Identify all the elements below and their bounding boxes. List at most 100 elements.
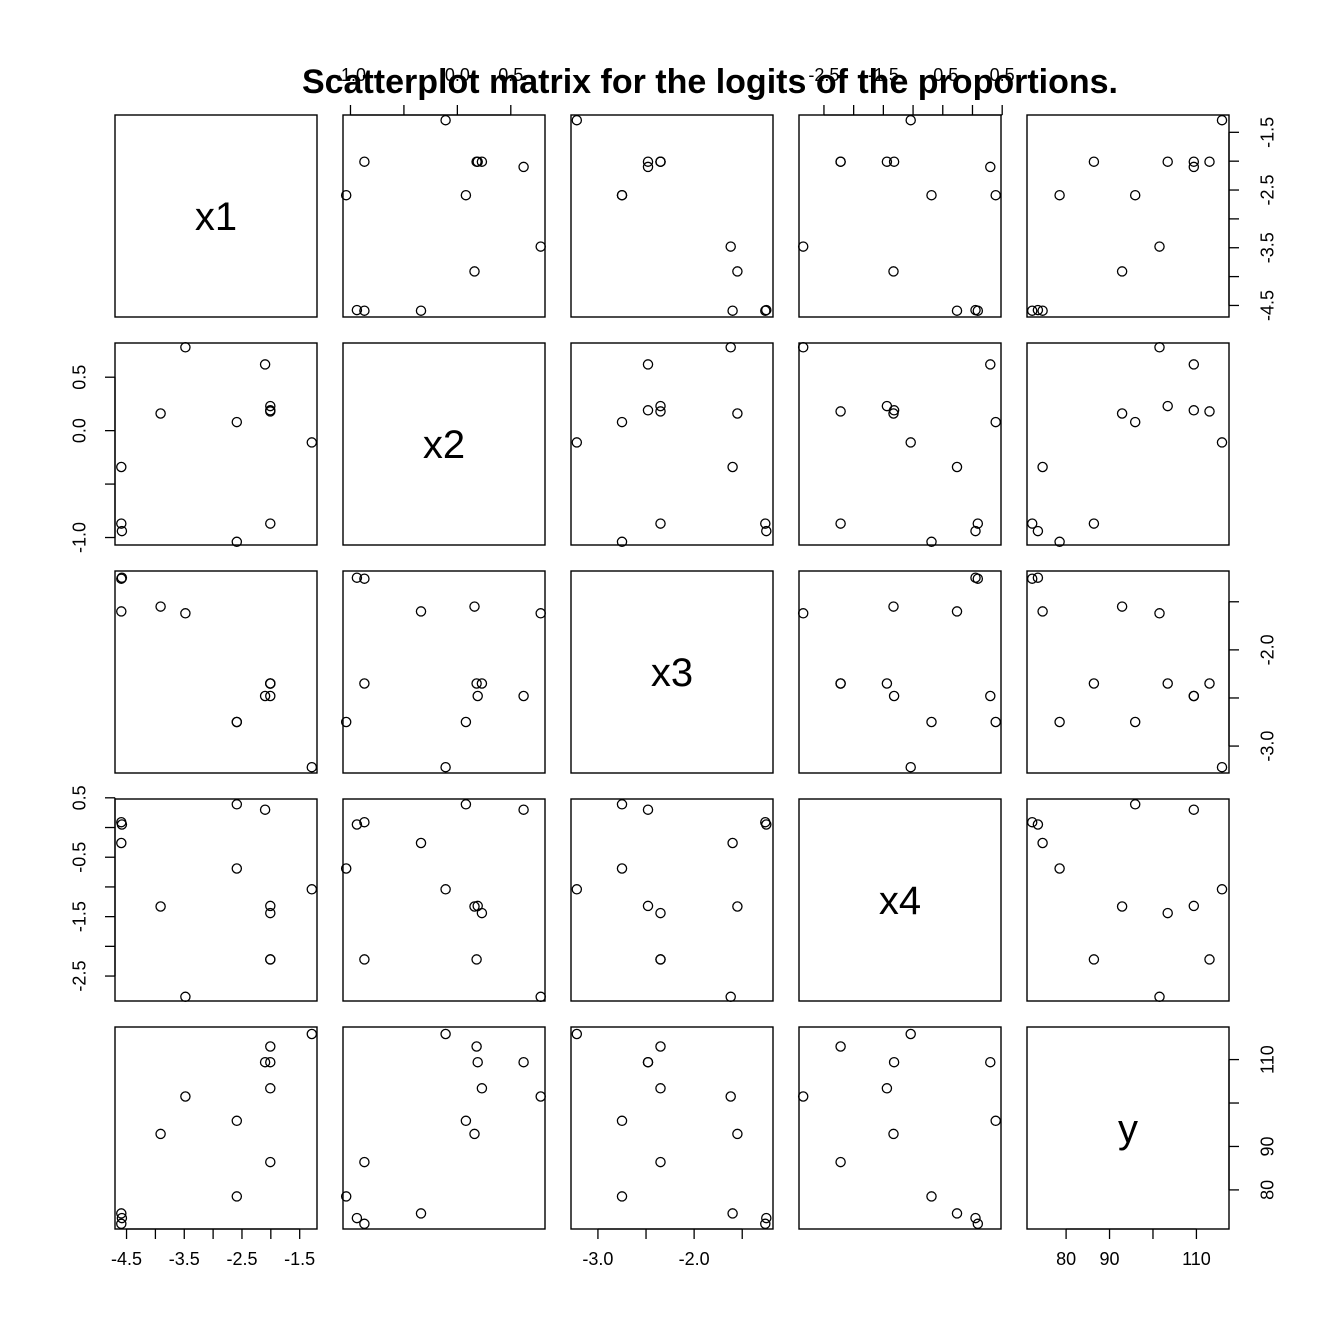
data-point	[616, 189, 628, 201]
data-point	[1188, 359, 1200, 370]
variable-label-x3: x3	[651, 651, 693, 695]
panel-x3-vs-x3: x3	[570, 570, 774, 774]
axis-left-x4: -2.5 -1.5 -0.5 0.5	[70, 785, 116, 992]
panel-frame	[114, 342, 318, 546]
data-point	[155, 1128, 166, 1140]
data-point	[1188, 156, 1200, 167]
data-point	[340, 863, 352, 874]
data-point	[116, 518, 127, 529]
panel-y-vs-x4	[797, 1026, 1002, 1230]
data-point	[888, 601, 899, 612]
data-point	[259, 1056, 271, 1068]
data-point	[535, 991, 546, 1003]
data-point	[340, 189, 352, 201]
data-point	[951, 1208, 963, 1219]
data-point	[1037, 606, 1048, 617]
data-point	[985, 161, 996, 173]
data-point	[797, 241, 809, 252]
data-point	[306, 761, 318, 773]
data-point	[655, 400, 666, 412]
data-point	[1204, 954, 1215, 965]
panel-x4-vs-x2	[340, 798, 546, 1003]
data-point	[727, 305, 738, 316]
data-point	[460, 1115, 472, 1127]
tick-label: -2.0	[679, 1249, 710, 1269]
tick-label: -3.0	[1258, 731, 1278, 762]
data-point	[440, 884, 451, 895]
data-point	[951, 461, 963, 473]
panel-x2-vs-x4	[797, 342, 1002, 548]
tick-label: -0.5	[927, 65, 958, 85]
tick-label: 0.5	[990, 65, 1015, 85]
panel-x1-vs-x1: x1	[114, 114, 318, 318]
data-point	[905, 1028, 916, 1040]
axes-layer: -4.5 -3.5 -2.5 -1.5 -3.0 -2.0 80 90 110 -1.0 0.0 0.…	[70, 65, 1278, 1269]
data-point	[231, 536, 243, 548]
data-point	[760, 1218, 771, 1230]
data-point	[472, 690, 483, 702]
data-point	[265, 900, 276, 912]
data-point	[116, 572, 128, 583]
data-point	[571, 884, 583, 895]
data-point	[616, 863, 628, 874]
data-point	[732, 266, 743, 277]
data-point	[616, 1191, 628, 1202]
data-point	[1188, 804, 1200, 815]
data-point	[1188, 900, 1200, 912]
data-point	[1154, 991, 1165, 1003]
panel-y-vs-y: y	[1026, 1026, 1230, 1230]
data-point	[725, 342, 736, 353]
tick-label: -2.5	[1258, 175, 1278, 206]
panel-frame	[798, 114, 1002, 318]
data-point	[642, 156, 654, 167]
data-point	[259, 804, 271, 815]
data-point	[1204, 678, 1215, 689]
data-point	[359, 1156, 370, 1168]
tick-label: 0.0	[70, 418, 90, 443]
data-point	[265, 406, 276, 417]
data-point	[440, 1028, 451, 1040]
panel-frame	[798, 570, 1002, 774]
panel-frame	[114, 798, 318, 1002]
data-point	[460, 799, 472, 810]
data-point	[760, 518, 771, 529]
data-point	[1054, 716, 1065, 728]
data-point	[1026, 518, 1038, 529]
data-point	[1054, 863, 1065, 874]
data-point	[761, 304, 772, 316]
data-point	[797, 342, 809, 353]
data-point	[518, 690, 529, 702]
data-point	[1162, 907, 1173, 919]
data-point	[1026, 573, 1038, 584]
data-point	[655, 907, 666, 919]
panel-y-vs-x2	[340, 1026, 546, 1230]
data-point	[1188, 405, 1200, 416]
panel-y-vs-x3	[570, 1026, 774, 1230]
data-point	[231, 416, 243, 428]
tick-label: -2.5	[226, 1249, 257, 1269]
data-point	[1162, 678, 1173, 689]
panel-frame	[342, 570, 546, 774]
data-point	[469, 601, 480, 612]
data-point	[359, 678, 370, 689]
data-point	[761, 525, 772, 537]
data-point	[306, 1028, 318, 1040]
data-point	[972, 518, 984, 529]
data-point	[616, 536, 628, 548]
data-point	[351, 572, 363, 583]
data-point	[116, 461, 127, 473]
tick-label: -1.5	[868, 65, 899, 85]
data-point	[415, 1208, 427, 1219]
axis-left-x2: -1.0 0.0 0.5	[70, 365, 116, 553]
axis-right-x1: -4.5 -3.5 -2.5 -1.5	[1228, 117, 1278, 321]
data-point	[265, 690, 276, 702]
panel-x1-vs-x3	[570, 114, 774, 318]
variable-label-x4: x4	[879, 879, 921, 923]
data-point	[727, 461, 738, 473]
tick-label: 90	[1100, 1249, 1120, 1269]
data-point	[881, 1083, 893, 1094]
panel-frame	[570, 114, 774, 318]
panel-frame	[570, 1026, 774, 1230]
data-point	[970, 1212, 981, 1224]
data-point	[951, 606, 963, 617]
